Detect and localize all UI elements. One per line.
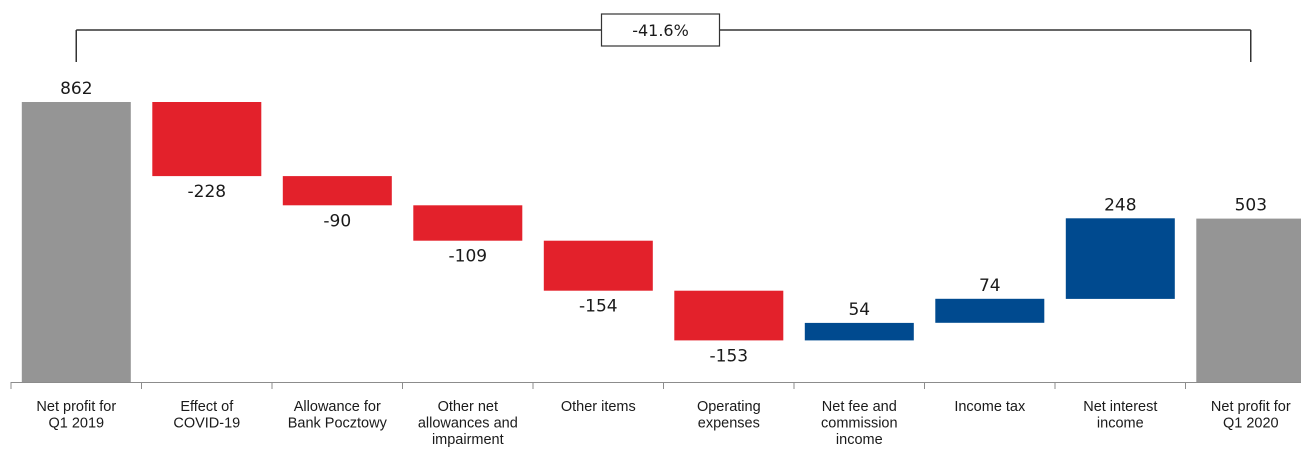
value-label-0: 862	[60, 79, 92, 99]
value-label-6: 54	[848, 300, 870, 320]
bar-5	[674, 290, 784, 341]
value-label-2: -90	[323, 211, 351, 231]
bar-2	[282, 176, 392, 206]
category-label-6: Net fee and commission income	[821, 399, 898, 448]
bars	[21, 102, 1301, 382]
category-label-3: Other net allowances and impairment	[418, 399, 518, 448]
value-label-7: 74	[979, 276, 1001, 296]
category-label-5: Operating expenses	[697, 399, 761, 432]
value-label-5: -153	[710, 346, 749, 366]
category-labels: Net profit for Q1 2019 Effect of COVID-19 Al…	[36, 399, 1290, 448]
category-label-8: Net interest income	[1083, 399, 1157, 432]
change-bracket: -41.6%	[75, 13, 1252, 62]
bar-4	[543, 240, 653, 291]
category-label-9: Net profit for Q1 2020	[1211, 399, 1291, 432]
value-label-1: -228	[188, 182, 227, 202]
bar-7	[935, 298, 1045, 323]
value-labels: 862 -228 -90 -109 -154 -153 54 74 248 503	[60, 79, 1267, 366]
bar-9	[1196, 218, 1301, 382]
value-label-8: 248	[1104, 195, 1136, 215]
bar-8	[1065, 218, 1175, 299]
category-label-0: Net profit for Q1 2019	[36, 399, 116, 432]
category-label-2: Allowance for Bank Pocztowy	[288, 399, 388, 432]
category-label-1: Effect of COVID-19	[173, 399, 240, 432]
value-label-9: 503	[1235, 196, 1267, 216]
x-axis	[10, 382, 1301, 389]
bar-3	[413, 205, 523, 241]
change-box	[600, 13, 721, 47]
bar-1	[152, 102, 262, 177]
bar-0	[21, 102, 131, 382]
bar-6	[804, 322, 914, 341]
value-label-4: -154	[579, 297, 618, 317]
value-label-3: -109	[449, 247, 488, 267]
category-label-7: Income tax	[954, 399, 1026, 415]
change-label: -41.6%	[632, 21, 689, 40]
category-label-4: Other items	[561, 399, 636, 415]
